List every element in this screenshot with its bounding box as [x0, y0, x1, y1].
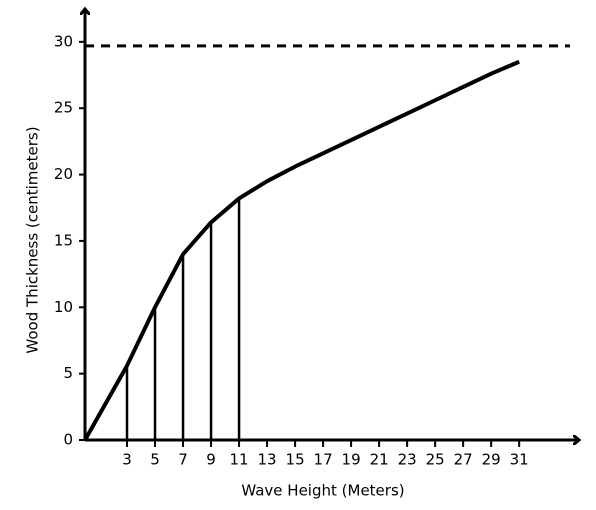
x-tick-label: 21	[370, 451, 389, 469]
y-tick-label: 10	[54, 298, 73, 316]
y-axis-label: Wood Thickness (centimeters)	[24, 126, 42, 353]
y-tick-label: 15	[54, 231, 73, 249]
data-line	[83, 59, 520, 441]
x-tick-label: 7	[178, 451, 188, 469]
y-tick-label: 0	[63, 431, 73, 449]
y-tick-label: 20	[54, 165, 73, 183]
x-tick-label: 19	[342, 451, 361, 469]
x-axis-label: Wave Height (Meters)	[241, 482, 404, 500]
x-tick-label: 25	[426, 451, 445, 469]
x-tick-label: 15	[286, 451, 305, 469]
x-tick-label: 31	[510, 451, 529, 469]
x-tick-label: 9	[206, 451, 216, 469]
y-tick-label: 30	[54, 32, 73, 50]
y-tick-label: 5	[63, 364, 73, 382]
x-tick-label: 17	[314, 451, 333, 469]
x-tick-label: 29	[482, 451, 501, 469]
x-tick-label: 13	[258, 451, 277, 469]
x-tick-label: 5	[150, 451, 160, 469]
x-tick-label: 27	[454, 451, 473, 469]
x-tick-label: 3	[122, 451, 132, 469]
y-tick-label: 25	[54, 99, 73, 117]
x-tick-label: 11	[230, 451, 249, 469]
x-tick-label: 23	[398, 451, 417, 469]
